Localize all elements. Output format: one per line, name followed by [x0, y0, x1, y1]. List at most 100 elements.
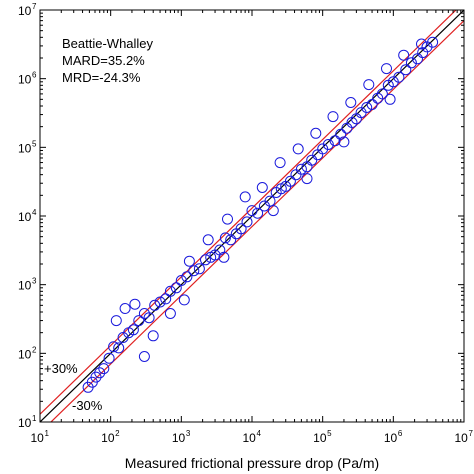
tick-exponent: 4	[257, 429, 262, 438]
data-point	[218, 251, 230, 263]
data-point	[241, 216, 253, 228]
data-point	[264, 195, 276, 207]
data-point	[219, 232, 231, 244]
tick-exponent: 3	[186, 429, 191, 438]
data-point	[292, 143, 304, 155]
data-point	[147, 330, 159, 342]
data-point	[133, 315, 145, 327]
data-point	[381, 63, 392, 75]
tick-base: 10	[172, 431, 186, 445]
tick-base: 10	[313, 431, 327, 445]
data-point	[417, 47, 429, 59]
x-tick-label: 10 6	[384, 429, 403, 445]
y-tick-label: 10 3	[18, 277, 37, 293]
data-point	[222, 213, 233, 225]
x-axis-label: Measured frictional pressure drop (Pa/m)	[125, 455, 379, 471]
tick-exponent: 2	[32, 345, 37, 354]
x-tick-label: 10 1	[31, 429, 50, 445]
tick-base: 10	[18, 210, 32, 224]
tick-base: 10	[18, 416, 32, 430]
minus-30-label: -30%	[72, 398, 103, 413]
tick-base: 10	[384, 431, 398, 445]
tick-exponent: 1	[45, 429, 50, 438]
data-point	[119, 303, 131, 314]
tick-exponent: 5	[327, 429, 332, 438]
tick-exponent: 2	[115, 429, 120, 438]
data-point	[398, 49, 410, 61]
data-point	[363, 79, 375, 91]
data-point	[239, 191, 251, 203]
data-point	[181, 271, 193, 283]
data-point	[98, 363, 110, 375]
data-point	[183, 255, 195, 267]
y-tick-label: 10 5	[18, 139, 37, 155]
data-point	[138, 351, 150, 362]
annotation-model: Beattie-Whalley	[62, 36, 154, 51]
data-point	[295, 163, 307, 175]
tick-base: 10	[101, 431, 115, 445]
data-point	[103, 352, 115, 364]
data-point	[393, 71, 405, 83]
tick-exponent: 4	[32, 208, 37, 217]
data-point	[178, 294, 190, 306]
data-point	[366, 99, 378, 110]
data-point	[310, 127, 322, 139]
y-tick-label: 10 1	[18, 414, 37, 430]
tick-base: 10	[31, 431, 45, 445]
data-point	[252, 207, 264, 219]
data-point	[94, 367, 106, 379]
tick-exponent: 1	[32, 414, 37, 423]
data-point	[267, 205, 279, 217]
annotation-mrd: MRD=-24.3%	[62, 70, 141, 85]
tick-exponent: 7	[32, 2, 37, 11]
data-point	[164, 308, 176, 319]
plus-30-line	[40, 10, 457, 415]
tick-base: 10	[18, 279, 32, 293]
tick-base: 10	[18, 73, 32, 87]
data-point	[329, 135, 341, 147]
data-point	[256, 182, 268, 193]
data-point	[90, 371, 102, 383]
data-point	[317, 143, 329, 155]
tick-base: 10	[18, 141, 32, 155]
tick-exponent: 6	[32, 71, 37, 80]
y-tick-label: 10 7	[18, 2, 37, 18]
data-point	[301, 173, 313, 185]
data-point	[193, 263, 205, 275]
tick-labels: 10 1 10 2 10 3 10 4 10 5 10 6 10 710 110 210 310 410 510 61…	[18, 2, 474, 445]
data-points	[82, 36, 439, 393]
data-point	[149, 299, 161, 311]
minus-30-line	[50, 20, 464, 422]
data-point	[384, 93, 396, 105]
tick-exponent: 6	[398, 429, 403, 438]
y-tick-label: 10 6	[18, 71, 37, 87]
data-point	[306, 154, 318, 166]
tick-exponent: 3	[32, 277, 37, 286]
data-point	[175, 275, 187, 286]
data-point	[345, 97, 357, 108]
data-point	[110, 315, 122, 327]
data-point	[113, 342, 125, 354]
data-point	[361, 102, 373, 113]
data-point	[202, 234, 214, 246]
tick-base: 10	[455, 431, 469, 445]
data-point	[322, 139, 334, 150]
data-point	[108, 341, 120, 353]
data-point	[274, 157, 286, 169]
data-point	[427, 36, 439, 48]
tick-base: 10	[243, 431, 257, 445]
x-tick-label: 10 4	[243, 429, 262, 445]
data-point	[405, 57, 417, 69]
data-point	[129, 298, 141, 310]
data-point	[170, 282, 182, 294]
x-tick-label: 10 2	[101, 429, 120, 445]
data-point	[143, 312, 155, 324]
x-tick-label: 10 5	[313, 429, 332, 445]
data-point	[225, 234, 237, 246]
data-point	[376, 88, 388, 100]
data-point	[154, 296, 166, 308]
data-point	[188, 265, 200, 277]
x-tick-label: 10 7	[455, 429, 474, 445]
data-point	[284, 175, 296, 187]
